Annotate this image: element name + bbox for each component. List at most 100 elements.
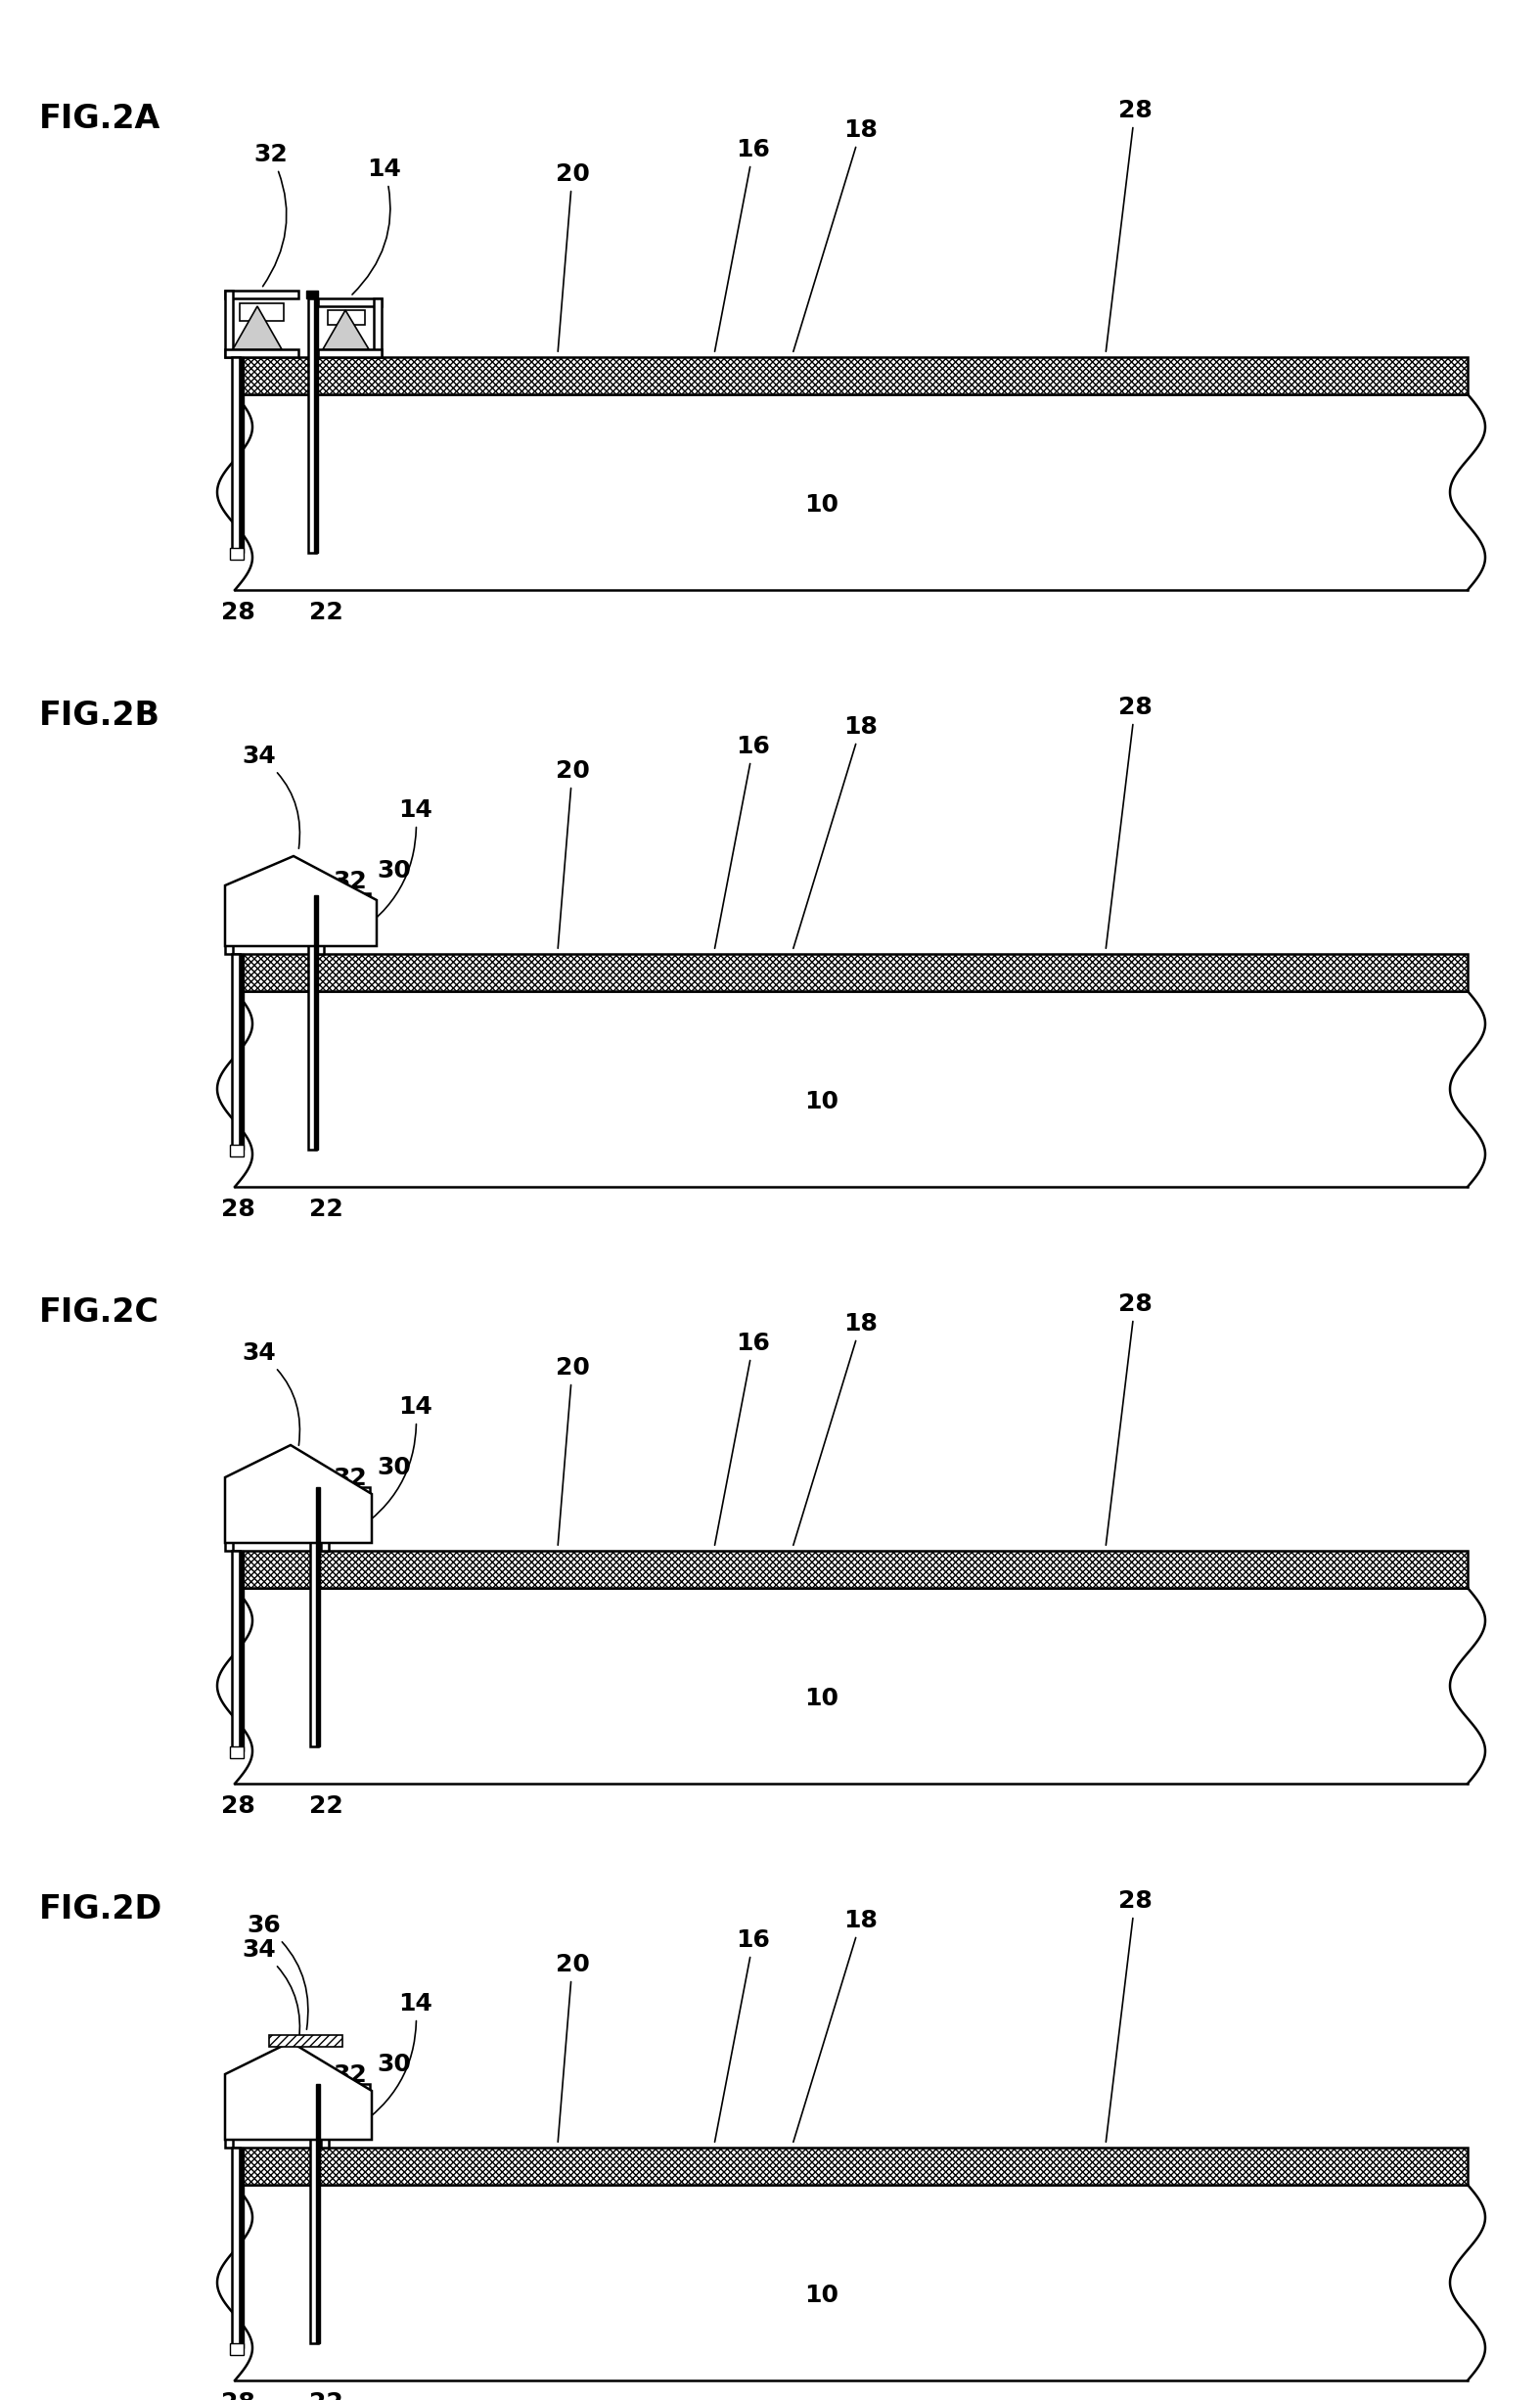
Text: 32: 32 <box>333 869 367 893</box>
Text: 20: 20 <box>556 1954 590 2141</box>
Text: FIG.2A: FIG.2A <box>38 103 160 134</box>
Bar <box>320 1488 328 1550</box>
Bar <box>229 547 243 559</box>
Text: 14: 14 <box>354 799 433 936</box>
Bar <box>240 2148 243 2347</box>
Text: 28: 28 <box>220 2390 254 2400</box>
Text: 30: 30 <box>377 859 411 883</box>
Bar <box>317 298 382 307</box>
Text: 34: 34 <box>242 1342 300 1445</box>
Text: 10: 10 <box>805 492 839 516</box>
Bar <box>270 893 323 905</box>
Text: 34: 34 <box>242 744 300 850</box>
Bar <box>225 886 274 893</box>
Bar <box>234 1589 1468 1783</box>
Text: 28: 28 <box>220 600 254 624</box>
Text: 30: 30 <box>377 1457 411 1478</box>
Text: 28: 28 <box>1106 1889 1152 2141</box>
Bar <box>316 893 323 953</box>
Text: 22: 22 <box>310 2390 343 2400</box>
Text: 32: 32 <box>333 2064 367 2088</box>
Text: 18: 18 <box>793 1908 878 2143</box>
Bar <box>317 350 382 358</box>
Bar <box>234 953 1468 991</box>
Text: FIG.2D: FIG.2D <box>38 1894 163 1925</box>
Bar <box>225 350 299 358</box>
Polygon shape <box>225 857 377 946</box>
Bar <box>234 2148 1468 2184</box>
Bar <box>240 358 243 552</box>
Bar <box>225 1478 279 1486</box>
Bar <box>229 1145 243 1157</box>
Text: 36: 36 <box>246 1913 308 2030</box>
Bar <box>225 290 299 298</box>
Bar <box>308 298 316 552</box>
Text: FIG.2C: FIG.2C <box>38 1296 160 1330</box>
Bar <box>234 2184 1468 2381</box>
Bar <box>233 1493 270 1507</box>
Polygon shape <box>233 307 282 350</box>
Bar <box>240 1550 243 1752</box>
Text: 20: 20 <box>556 758 590 948</box>
Bar <box>328 310 365 324</box>
Bar <box>316 893 370 900</box>
Bar <box>225 290 233 358</box>
Text: 14: 14 <box>354 1992 433 2129</box>
Text: FIG.2B: FIG.2B <box>38 698 160 732</box>
Bar <box>323 905 359 919</box>
Bar <box>233 2088 270 2102</box>
Bar <box>234 1550 1468 1589</box>
Bar <box>229 2342 243 2354</box>
Bar <box>314 895 317 1150</box>
Bar <box>374 298 382 358</box>
Text: 30: 30 <box>377 2052 411 2076</box>
Text: 22: 22 <box>310 1795 343 1817</box>
Polygon shape <box>225 1445 371 1543</box>
Polygon shape <box>323 310 370 350</box>
Polygon shape <box>233 862 370 938</box>
Text: 14: 14 <box>353 158 402 295</box>
Text: 14: 14 <box>354 1394 433 1531</box>
Bar <box>310 2083 317 2342</box>
Text: 34: 34 <box>242 1939 300 2042</box>
Bar <box>314 298 317 552</box>
Text: 20: 20 <box>556 163 590 350</box>
Text: 32: 32 <box>333 1466 367 1490</box>
Text: 20: 20 <box>556 1356 590 1546</box>
Polygon shape <box>233 2047 363 2131</box>
Bar <box>233 900 266 914</box>
Bar <box>306 290 317 298</box>
Bar <box>229 1747 243 1759</box>
Bar <box>316 2083 320 2342</box>
Bar <box>320 2083 328 2148</box>
Text: 28: 28 <box>1106 1294 1152 1546</box>
Bar <box>328 1500 359 1512</box>
Bar <box>225 886 233 953</box>
Bar <box>233 2148 240 2347</box>
Text: 22: 22 <box>310 1198 343 1222</box>
Text: 16: 16 <box>715 1332 770 1546</box>
Text: 18: 18 <box>793 1313 878 1546</box>
Text: 18: 18 <box>793 118 878 350</box>
Polygon shape <box>225 2042 371 2141</box>
Bar <box>225 1478 233 1550</box>
Bar <box>234 991 1468 1186</box>
Bar <box>225 2074 279 2083</box>
Text: 18: 18 <box>793 715 878 948</box>
Text: 16: 16 <box>715 734 770 948</box>
Text: 10: 10 <box>805 2282 839 2306</box>
Text: 28: 28 <box>220 1795 254 1817</box>
Bar <box>320 1488 370 1495</box>
Bar <box>270 2035 342 2047</box>
Text: 28: 28 <box>220 1198 254 1222</box>
Bar <box>240 302 283 322</box>
Bar <box>233 358 240 552</box>
Bar <box>225 2074 233 2148</box>
Text: 22: 22 <box>310 600 343 624</box>
Bar <box>234 394 1468 590</box>
Bar <box>233 1550 240 1752</box>
Text: 28: 28 <box>1106 98 1152 350</box>
Bar <box>270 2083 328 2093</box>
Text: 32: 32 <box>254 144 288 286</box>
Text: 10: 10 <box>805 1090 839 1114</box>
